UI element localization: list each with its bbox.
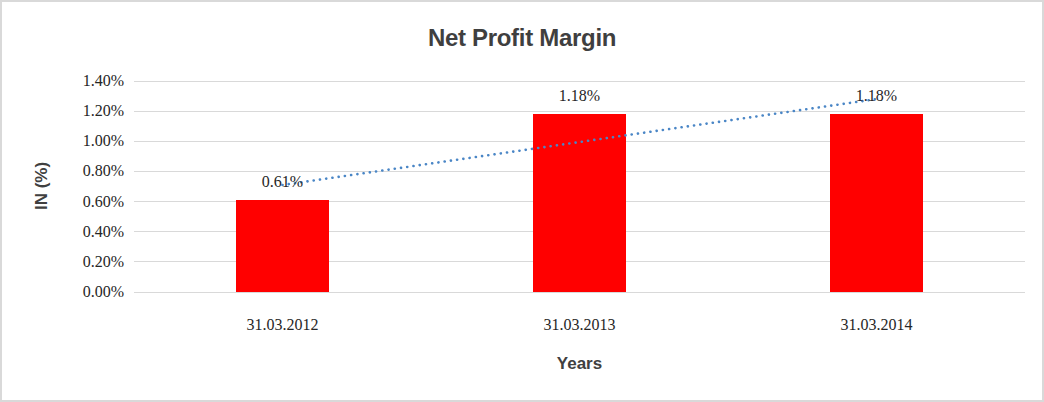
y-tick-label: 1.00% [44,131,124,151]
y-tick-label: 1.20% [44,101,124,121]
x-axis-title: Years [134,354,1025,374]
x-tick-label: 31.03.2014 [728,315,1025,335]
y-tick-label: 0.00% [44,282,124,302]
bar-data-label: 1.18% [520,87,640,105]
bar-data-label: 0.61% [223,173,343,191]
y-tick-label: 0.60% [44,192,124,212]
bar-data-label: 1.18% [817,87,937,105]
x-tick-label: 31.03.2012 [134,315,431,335]
chart-container: Net Profit Margin IN (%) 0.61%1.18%1.18%… [0,0,1044,402]
trendline-path [283,99,877,185]
x-tick-label: 31.03.2013 [431,315,728,335]
y-tick-label: 0.80% [44,161,124,181]
y-tick-label: 0.20% [44,252,124,272]
y-tick-label: 1.40% [44,71,124,91]
y-tick-label: 0.40% [44,222,124,242]
chart-title: Net Profit Margin [2,24,1042,52]
plot-area: 0.61% 1.18% 1.18% [134,81,1025,292]
